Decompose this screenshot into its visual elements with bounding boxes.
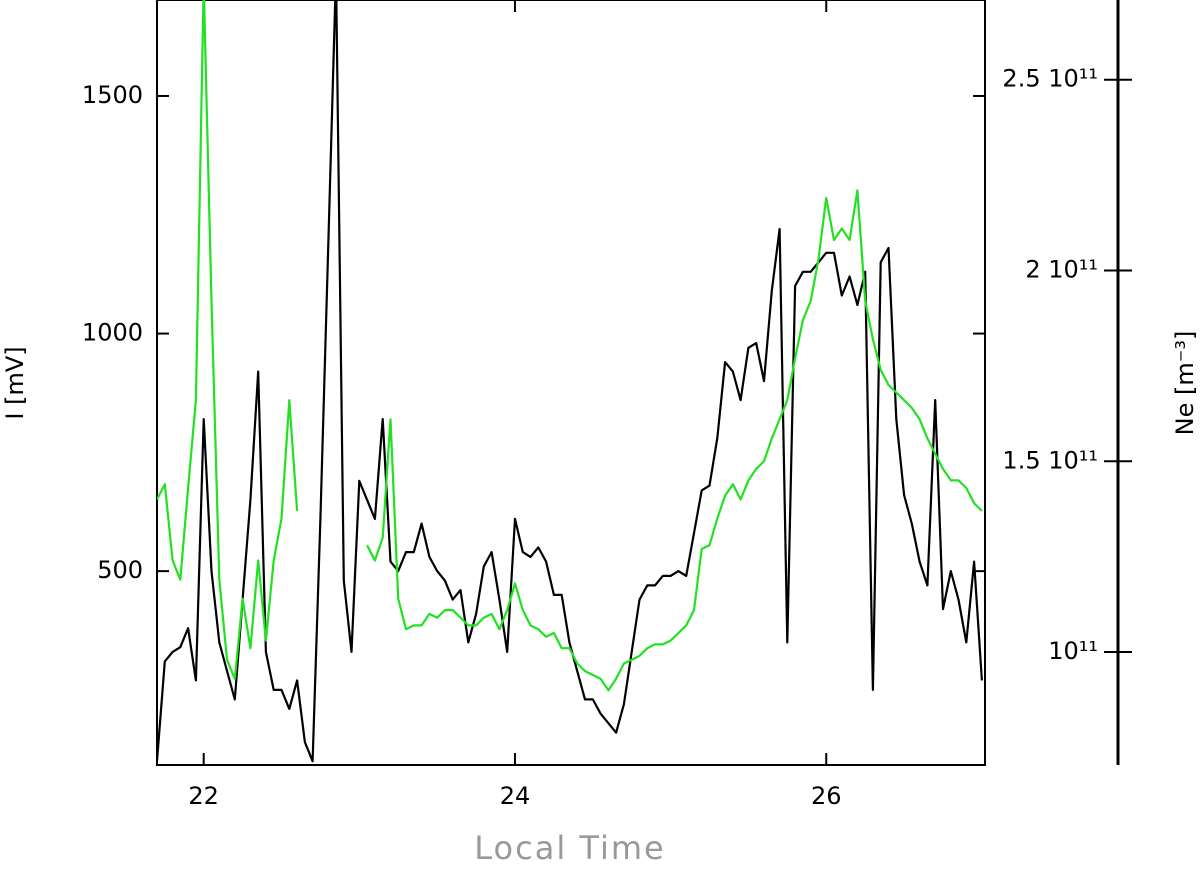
x-axis-title: Local Time	[474, 829, 665, 867]
data-line	[157, 0, 983, 763]
y-axis-title: I [mV]	[1, 346, 29, 419]
y2-tick-label: 2 10¹¹	[1025, 256, 1098, 284]
x-tick-label: 22	[188, 782, 219, 810]
y-tick-label: 1000	[82, 319, 143, 347]
y-tick-label: 500	[97, 556, 143, 584]
y2-axis-title: Ne [m⁻³]	[1171, 331, 1199, 436]
y2-tick-label: 2.5 10¹¹	[1002, 65, 1098, 93]
plot-frame	[156, 0, 986, 766]
y2-tick-label: 1.5 10¹¹	[1002, 446, 1098, 474]
x-tick-label: 26	[811, 782, 842, 810]
x-tick-label: 24	[500, 782, 531, 810]
y-tick-label: 1500	[82, 81, 143, 109]
data-line	[157, 0, 983, 692]
y2-tick-label: 10¹¹	[1048, 637, 1098, 665]
